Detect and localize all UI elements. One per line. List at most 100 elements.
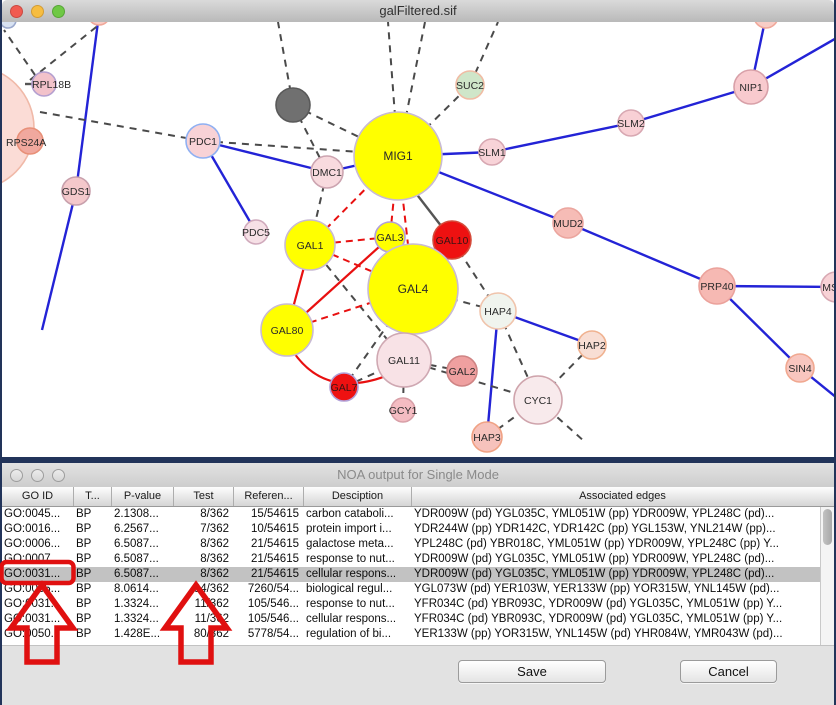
node-MSL1[interactable]: MSL1 <box>820 271 834 303</box>
node-SUC2[interactable]: SUC2 <box>455 70 485 100</box>
network-edge <box>202 139 328 174</box>
table-cell: 80/362 <box>193 628 229 640</box>
network-edge <box>630 85 752 125</box>
node-label: GAL2 <box>449 366 476 378</box>
node-label: SIN4 <box>788 363 812 375</box>
node-GAL1[interactable]: GAL1 <box>284 219 336 271</box>
column-header-3[interactable]: Test <box>174 487 234 506</box>
table-row[interactable]: GO:0031... BP 6.5087... 8/362 21/54615 cellul… <box>2 567 820 582</box>
node-RPS24A[interactable]: RPS24A <box>6 127 46 155</box>
column-header-6[interactable]: Associated edges <box>579 490 666 502</box>
table-cell: YGL073W (pd) YER103W, YER133W (pp) YOR31… <box>414 583 780 595</box>
node-CYC1[interactable]: CYC1 <box>513 375 563 425</box>
cancel-button[interactable]: Cancel <box>680 660 777 683</box>
network-edge <box>397 22 426 157</box>
table-cell: GO:0065... <box>4 583 61 595</box>
table-row[interactable]: GO:0007... BP 6.5087... 8/362 21/54615 respon… <box>2 552 820 567</box>
table-cell: BP <box>76 583 92 595</box>
table-cell: cellular respons... <box>306 568 397 580</box>
table-cell: GO:0031... <box>4 598 61 610</box>
node-GAL3[interactable]: GAL3 <box>374 221 406 253</box>
network-edge <box>485 310 500 438</box>
network-window-titlebar[interactable]: galFiltered.sif <box>2 0 834 23</box>
network-window: galFiltered.sif RPL18B RPS24A GDS1 PDC1 MIG1… <box>2 0 834 457</box>
network-canvas[interactable]: RPL18B RPS24A GDS1 PDC1 MIG1 SUC2 DMC1 SLM1 SLM2… <box>2 22 834 457</box>
node-label: HAP3 <box>473 432 501 444</box>
table-cell: BP <box>76 613 92 625</box>
node-PDC1[interactable]: PDC1 <box>185 123 221 159</box>
node-label: GAL80 <box>271 325 304 337</box>
save-button[interactable]: Save <box>458 660 606 683</box>
node-NIP1[interactable]: NIP1 <box>733 69 769 105</box>
table-row[interactable]: GO:0050... BP 1.428E... 80/362 5778/54... reg… <box>2 627 820 642</box>
close-button[interactable] <box>10 468 23 482</box>
node-unlabeled[interactable] <box>88 22 110 26</box>
node-label: SLM1 <box>478 147 506 159</box>
minimize-button[interactable] <box>31 468 44 482</box>
node-HAP3[interactable]: HAP3 <box>471 421 503 453</box>
vertical-scrollbar[interactable] <box>820 507 834 645</box>
table-row[interactable]: GO:0031... BP 1.3324... 11/362 105/546... res… <box>2 597 820 612</box>
column-header-2[interactable]: P-value <box>112 487 174 506</box>
column-header-4[interactable]: Referen... <box>234 487 304 506</box>
node-GAL80[interactable]: GAL80 <box>260 303 314 357</box>
node-GAL11[interactable]: GAL11 <box>376 332 432 388</box>
table-row[interactable]: GO:0031... BP 1.3324... 11/362 105/546... cel… <box>2 612 820 627</box>
button-panel: Save Cancel <box>2 645 834 705</box>
node-GDS1[interactable]: GDS1 <box>61 176 91 206</box>
node-SIN4[interactable]: SIN4 <box>785 353 815 383</box>
table-row[interactable]: GO:0045... BP 2.1308... 8/362 15/54615 carbon… <box>2 507 820 522</box>
node-PDC5[interactable]: PDC5 <box>242 219 270 245</box>
table-cell: YDR009W (pd) YGL035C, YML051W (pp) YDR00… <box>414 568 775 580</box>
node-label: SUC2 <box>456 80 484 92</box>
node-MUD2[interactable]: MUD2 <box>552 207 584 239</box>
column-header-0[interactable]: GO ID <box>2 487 74 506</box>
close-button[interactable] <box>10 4 23 18</box>
node-GAL7[interactable]: GAL7 <box>329 372 359 402</box>
table-cell: 105/546... <box>247 598 299 610</box>
node-GAL2[interactable]: GAL2 <box>446 355 478 387</box>
node-label: GDS1 <box>62 186 91 198</box>
table-cell: 5778/54... <box>247 628 299 640</box>
table-row[interactable]: GO:0016... BP 6.2567... 7/362 10/54615 protei… <box>2 522 820 537</box>
network-window-title: galFiltered.sif <box>379 3 457 18</box>
node-PRP40[interactable]: PRP40 <box>698 267 736 305</box>
node-unlabeled[interactable] <box>2 22 17 29</box>
table-cell: YFR034C (pd) YBR093C, YDR009W (pd) YGL03… <box>414 598 783 610</box>
node-label: GAL4 <box>398 282 429 296</box>
table-cell: 8/362 <box>200 508 229 520</box>
minimize-button[interactable] <box>31 4 44 18</box>
zoom-button[interactable] <box>52 468 65 482</box>
table-cell: BP <box>76 508 92 520</box>
node-RPL18B[interactable]: RPL18B <box>31 71 71 97</box>
node-HAP2[interactable]: HAP2 <box>577 330 607 360</box>
noa-window-titlebar[interactable]: NOA output for Single Mode <box>2 463 834 488</box>
node-GAL4[interactable]: GAL4 <box>367 243 459 335</box>
node-DMC1[interactable]: DMC1 <box>310 155 344 189</box>
node-unlabeled[interactable] <box>754 22 778 29</box>
network-edge <box>491 121 632 154</box>
table-cell: 1.3324... <box>114 598 159 610</box>
scrollbar-thumb[interactable] <box>823 509 832 545</box>
table-row[interactable]: GO:0065... BP 8.0614... 94/362 7260/54... bio… <box>2 582 820 597</box>
node-GAL10[interactable]: GAL10 <box>432 220 472 260</box>
node-label: GAL11 <box>388 355 420 367</box>
table-row[interactable]: GO:0006... BP 6.5087... 8/362 21/54615 galact… <box>2 537 820 552</box>
node-GCY1[interactable]: GCY1 <box>389 397 418 423</box>
table-cell: 8/362 <box>200 568 229 580</box>
table-cell: 7/362 <box>200 523 229 535</box>
node-HAP4[interactable]: HAP4 <box>479 292 517 330</box>
column-header-1[interactable]: T... <box>74 487 112 506</box>
node-MIG1[interactable]: MIG1 <box>353 111 443 201</box>
table-cell: BP <box>76 628 92 640</box>
table-cell: 94/362 <box>193 583 229 595</box>
table-cell: YDR009W (pd) YGL035C, YML051W (pp) YDR00… <box>414 508 775 520</box>
table-header[interactable]: GO ID T... P-value Test Referen... Desciption… <box>2 487 834 507</box>
node-SLM2[interactable]: SLM2 <box>617 109 645 137</box>
node-SLM1[interactable]: SLM1 <box>478 138 506 166</box>
network-edge <box>537 399 586 443</box>
zoom-button[interactable] <box>52 4 65 18</box>
table-cell: 8/362 <box>200 538 229 550</box>
node-unlabeled[interactable] <box>275 87 311 123</box>
column-header-5[interactable]: Desciption <box>304 487 412 506</box>
